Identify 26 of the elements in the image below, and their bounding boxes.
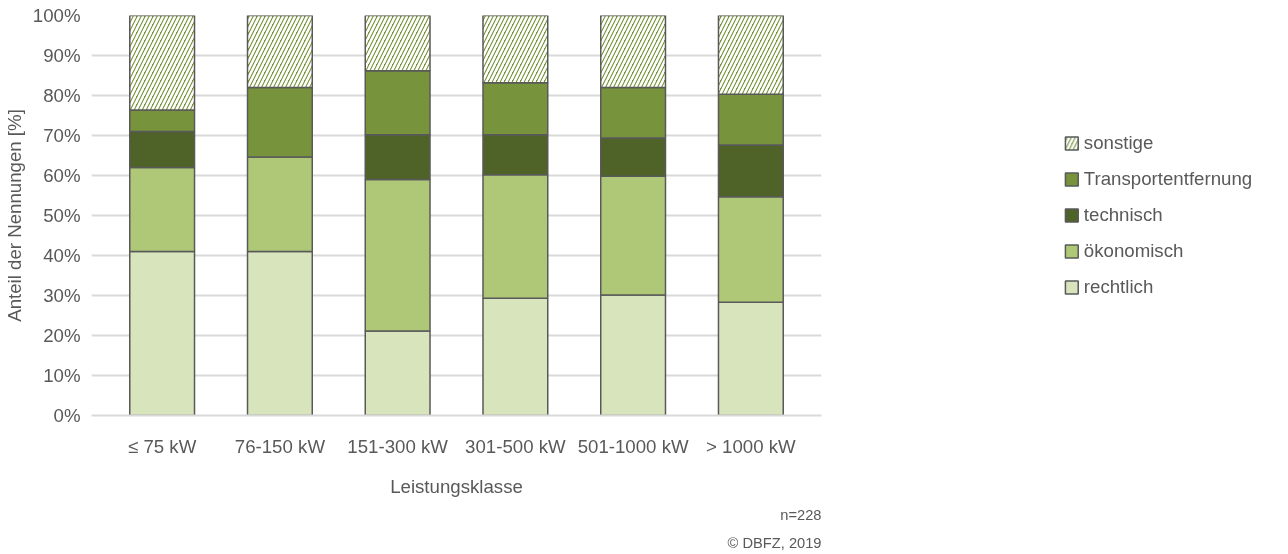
legend-label: sonstige — [1083, 132, 1154, 154]
x-tick-label: 151-300 kW — [347, 435, 449, 457]
y-tick-label: 90% — [43, 45, 81, 66]
y-tick-label: 20% — [43, 325, 81, 346]
x-tick-label: 301-500 kW — [465, 435, 567, 457]
y-tick-label: 50% — [43, 205, 81, 226]
x-tick-label: ≤ 75 kW — [128, 435, 197, 457]
y-tick-label: 40% — [43, 245, 81, 266]
y-tick-label: 60% — [43, 165, 81, 186]
y-tick-label: 100% — [32, 5, 81, 26]
x-axis-title: Leistungsklasse — [390, 475, 523, 497]
y-tick-label: 10% — [43, 365, 81, 386]
legend-label: Transportentfernung — [1083, 168, 1253, 190]
y-tick-label: 80% — [43, 85, 81, 106]
y-tick-label: 70% — [43, 125, 81, 146]
x-tick-label: 76-150 kW — [234, 435, 326, 457]
text: © DBFZ, 2019 — [727, 534, 822, 551]
x-tick-label: > 1000 kW — [706, 435, 797, 457]
x-tick-label: 501-1000 kW — [577, 435, 689, 457]
y-tick-label: 0% — [53, 405, 81, 426]
legend-label: ökonomisch — [1083, 240, 1184, 262]
text: n=228 — [780, 506, 822, 523]
legend-label: rechtlich — [1083, 276, 1154, 298]
legend-label: technisch — [1083, 204, 1163, 226]
y-axis-title: Anteil der Nennungen [%] — [3, 109, 25, 322]
y-tick-label: 30% — [43, 285, 81, 306]
